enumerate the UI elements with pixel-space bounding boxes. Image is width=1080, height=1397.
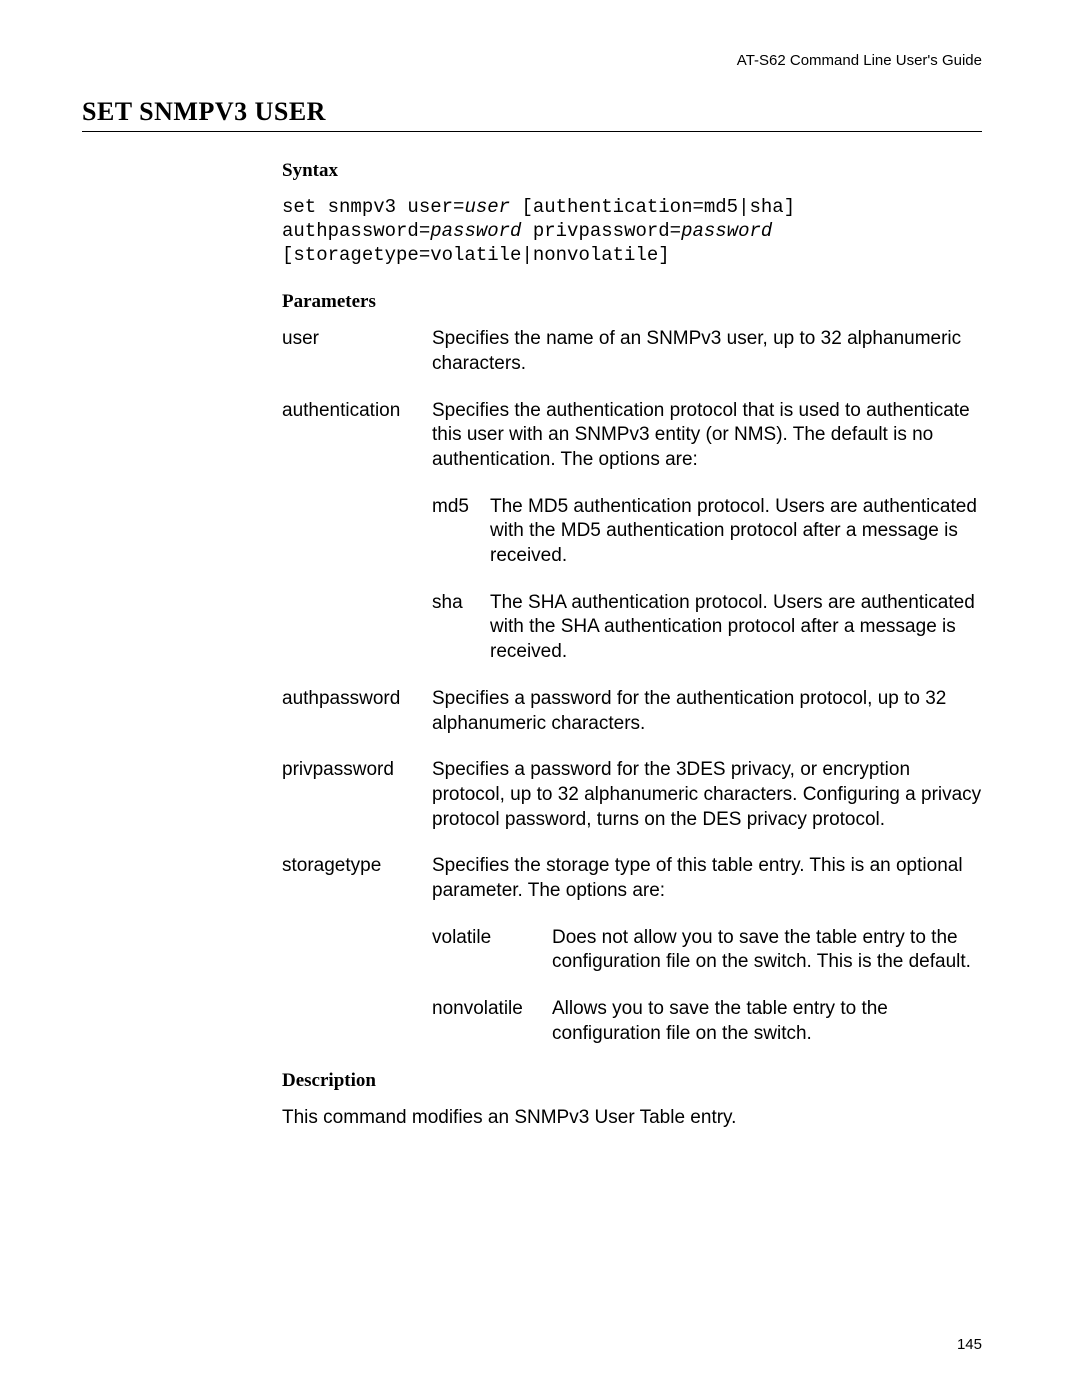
page: AT-S62 Command Line User's Guide SET SNM… [0, 0, 1080, 1397]
option-name: nonvolatile [432, 997, 552, 1046]
syntax-var-password1: password [430, 220, 521, 242]
option-desc: Allows you to save the table entry to th… [552, 997, 982, 1046]
param-option-sha: sha The SHA authentication protocol. Use… [432, 591, 982, 665]
option-name: sha [432, 591, 490, 665]
param-row-authpassword: authpassword Specifies a password for th… [282, 687, 982, 736]
syntax-var-password2: password [681, 220, 772, 242]
option-desc: The MD5 authentication protocol. Users a… [490, 495, 982, 569]
param-row-storagetype: storagetype Specifies the storage type o… [282, 854, 982, 1046]
param-row-privpassword: privpassword Specifies a password for th… [282, 758, 982, 832]
syntax-text: [authentication=md5|sha] [510, 196, 795, 218]
param-row-user: user Specifies the name of an SNMPv3 use… [282, 327, 982, 376]
option-desc: Does not allow you to save the table ent… [552, 926, 982, 975]
parameters-heading: Parameters [282, 291, 982, 313]
syntax-heading: Syntax [282, 160, 982, 182]
param-desc-text: Specifies the storage type of this table… [432, 855, 963, 901]
page-number: 145 [957, 1336, 982, 1353]
param-name: privpassword [282, 758, 432, 832]
description-heading: Description [282, 1070, 982, 1092]
param-desc: Specifies the authentication protocol th… [432, 399, 982, 665]
param-desc: Specifies a password for the 3DES privac… [432, 758, 982, 832]
param-name: user [282, 327, 432, 376]
param-desc-text: Specifies the authentication protocol th… [432, 400, 970, 470]
param-desc: Specifies the name of an SNMPv3 user, up… [432, 327, 982, 376]
option-name: volatile [432, 926, 552, 975]
syntax-text: set snmpv3 user= [282, 196, 464, 218]
content-block: Syntax set snmpv3 user=user [authenticat… [282, 160, 982, 1131]
page-title: SET SNMPV3 USER [82, 97, 982, 127]
syntax-text: privpassword= [521, 220, 681, 242]
param-option-md5: md5 The MD5 authentication protocol. Use… [432, 495, 982, 569]
param-name: authentication [282, 399, 432, 665]
description-text: This command modifies an SNMPv3 User Tab… [282, 1106, 982, 1131]
syntax-text: [storagetype=volatile|nonvolatile] [282, 244, 670, 266]
syntax-var-user: user [464, 196, 510, 218]
param-desc: Specifies the storage type of this table… [432, 854, 982, 1046]
param-desc: Specifies a password for the authenticat… [432, 687, 982, 736]
syntax-text: authpassword= [282, 220, 430, 242]
param-name: storagetype [282, 854, 432, 1046]
title-rule [82, 131, 982, 132]
param-option-nonvolatile: nonvolatile Allows you to save the table… [432, 997, 982, 1046]
option-desc: The SHA authentication protocol. Users a… [490, 591, 982, 665]
option-name: md5 [432, 495, 490, 569]
param-row-authentication: authentication Specifies the authenticat… [282, 399, 982, 665]
param-name: authpassword [282, 687, 432, 736]
syntax-block: set snmpv3 user=user [authentication=md5… [282, 196, 982, 267]
param-option-volatile: volatile Does not allow you to save the … [432, 926, 982, 975]
header-guide-title: AT-S62 Command Line User's Guide [82, 52, 982, 69]
